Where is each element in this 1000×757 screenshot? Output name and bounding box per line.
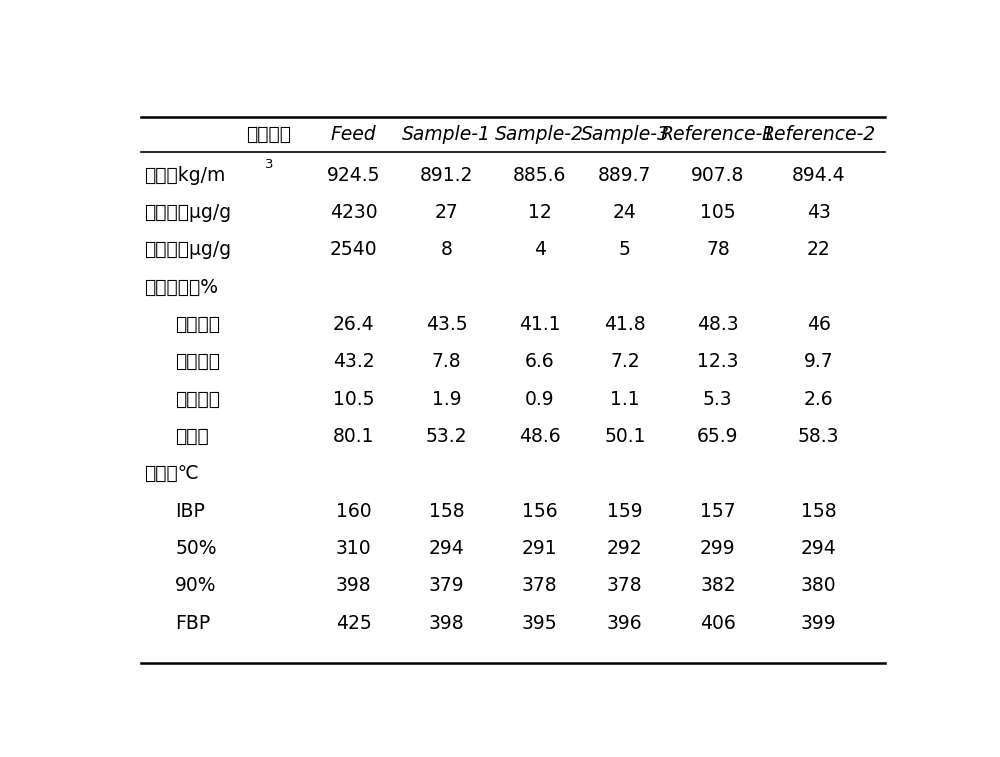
Text: 894.4: 894.4 <box>792 166 845 185</box>
Text: 馏程，℃: 馏程，℃ <box>144 464 199 483</box>
Text: 4: 4 <box>534 241 546 260</box>
Text: 22: 22 <box>807 241 830 260</box>
Text: 5: 5 <box>619 241 631 260</box>
Text: 12.3: 12.3 <box>697 353 739 372</box>
Text: 924.5: 924.5 <box>327 166 380 185</box>
Text: 7.2: 7.2 <box>610 353 640 372</box>
Text: 157: 157 <box>700 502 736 521</box>
Text: 310: 310 <box>336 539 371 558</box>
Text: 50.1: 50.1 <box>604 427 646 446</box>
Text: 单环芳烃: 单环芳烃 <box>175 315 220 334</box>
Text: 291: 291 <box>522 539 557 558</box>
Text: 294: 294 <box>429 539 464 558</box>
Text: 3: 3 <box>264 158 273 171</box>
Text: 90%: 90% <box>175 576 217 595</box>
Text: 4230: 4230 <box>330 203 377 222</box>
Text: 398: 398 <box>336 576 371 595</box>
Text: 26.4: 26.4 <box>333 315 374 334</box>
Text: 9.7: 9.7 <box>804 353 833 372</box>
Text: 2.6: 2.6 <box>804 390 833 409</box>
Text: 159: 159 <box>607 502 643 521</box>
Text: 27: 27 <box>435 203 458 222</box>
Text: 6.6: 6.6 <box>525 353 554 372</box>
Text: Reference-2: Reference-2 <box>762 125 876 144</box>
Text: 891.2: 891.2 <box>420 166 473 185</box>
Text: 294: 294 <box>801 539 836 558</box>
Text: 10.5: 10.5 <box>333 390 374 409</box>
Text: 芳烃组成，%: 芳烃组成，% <box>144 278 218 297</box>
Text: Sample-1: Sample-1 <box>402 125 491 144</box>
Text: 58.3: 58.3 <box>798 427 839 446</box>
Text: 380: 380 <box>801 576 836 595</box>
Text: 425: 425 <box>336 613 372 633</box>
Text: 406: 406 <box>700 613 736 633</box>
Text: 密度，kg/m: 密度，kg/m <box>144 166 226 185</box>
Text: 48.6: 48.6 <box>519 427 560 446</box>
Text: 158: 158 <box>429 502 464 521</box>
Text: 24: 24 <box>613 203 637 222</box>
Text: 分析项目: 分析项目 <box>246 125 291 144</box>
Text: FBP: FBP <box>175 613 211 633</box>
Text: 378: 378 <box>522 576 557 595</box>
Text: 160: 160 <box>336 502 371 521</box>
Text: 378: 378 <box>607 576 643 595</box>
Text: 382: 382 <box>700 576 736 595</box>
Text: 396: 396 <box>607 613 643 633</box>
Text: Sample-2: Sample-2 <box>495 125 584 144</box>
Text: 379: 379 <box>429 576 464 595</box>
Text: 2540: 2540 <box>330 241 377 260</box>
Text: 43.2: 43.2 <box>333 353 374 372</box>
Text: 氮含量，μg/g: 氮含量，μg/g <box>144 241 232 260</box>
Text: 50%: 50% <box>175 539 217 558</box>
Text: 41.8: 41.8 <box>604 315 646 334</box>
Text: 48.3: 48.3 <box>697 315 739 334</box>
Text: 46: 46 <box>807 315 831 334</box>
Text: 1.1: 1.1 <box>610 390 640 409</box>
Text: 65.9: 65.9 <box>697 427 739 446</box>
Text: 105: 105 <box>700 203 736 222</box>
Text: 156: 156 <box>522 502 557 521</box>
Text: 907.8: 907.8 <box>691 166 745 185</box>
Text: 292: 292 <box>607 539 643 558</box>
Text: 885.6: 885.6 <box>513 166 566 185</box>
Text: 43.5: 43.5 <box>426 315 467 334</box>
Text: 398: 398 <box>429 613 464 633</box>
Text: 78: 78 <box>706 241 730 260</box>
Text: 8: 8 <box>441 241 453 260</box>
Text: Reference-1: Reference-1 <box>661 125 775 144</box>
Text: 三环芳烃: 三环芳烃 <box>175 390 220 409</box>
Text: 80.1: 80.1 <box>333 427 374 446</box>
Text: 299: 299 <box>700 539 736 558</box>
Text: 5.3: 5.3 <box>703 390 733 409</box>
Text: Sample-3: Sample-3 <box>580 125 669 144</box>
Text: 889.7: 889.7 <box>598 166 652 185</box>
Text: 硫含量，μg/g: 硫含量，μg/g <box>144 203 232 222</box>
Text: IBP: IBP <box>175 502 205 521</box>
Text: 0.9: 0.9 <box>525 390 554 409</box>
Text: 395: 395 <box>522 613 557 633</box>
Text: 43: 43 <box>807 203 831 222</box>
Text: 1.9: 1.9 <box>432 390 461 409</box>
Text: 7.8: 7.8 <box>432 353 461 372</box>
Text: 总芳烃: 总芳烃 <box>175 427 209 446</box>
Text: 53.2: 53.2 <box>426 427 467 446</box>
Text: 158: 158 <box>801 502 836 521</box>
Text: Feed: Feed <box>331 125 376 144</box>
Text: 399: 399 <box>801 613 836 633</box>
Text: 12: 12 <box>528 203 552 222</box>
Text: 41.1: 41.1 <box>519 315 560 334</box>
Text: 双环芳烃: 双环芳烃 <box>175 353 220 372</box>
